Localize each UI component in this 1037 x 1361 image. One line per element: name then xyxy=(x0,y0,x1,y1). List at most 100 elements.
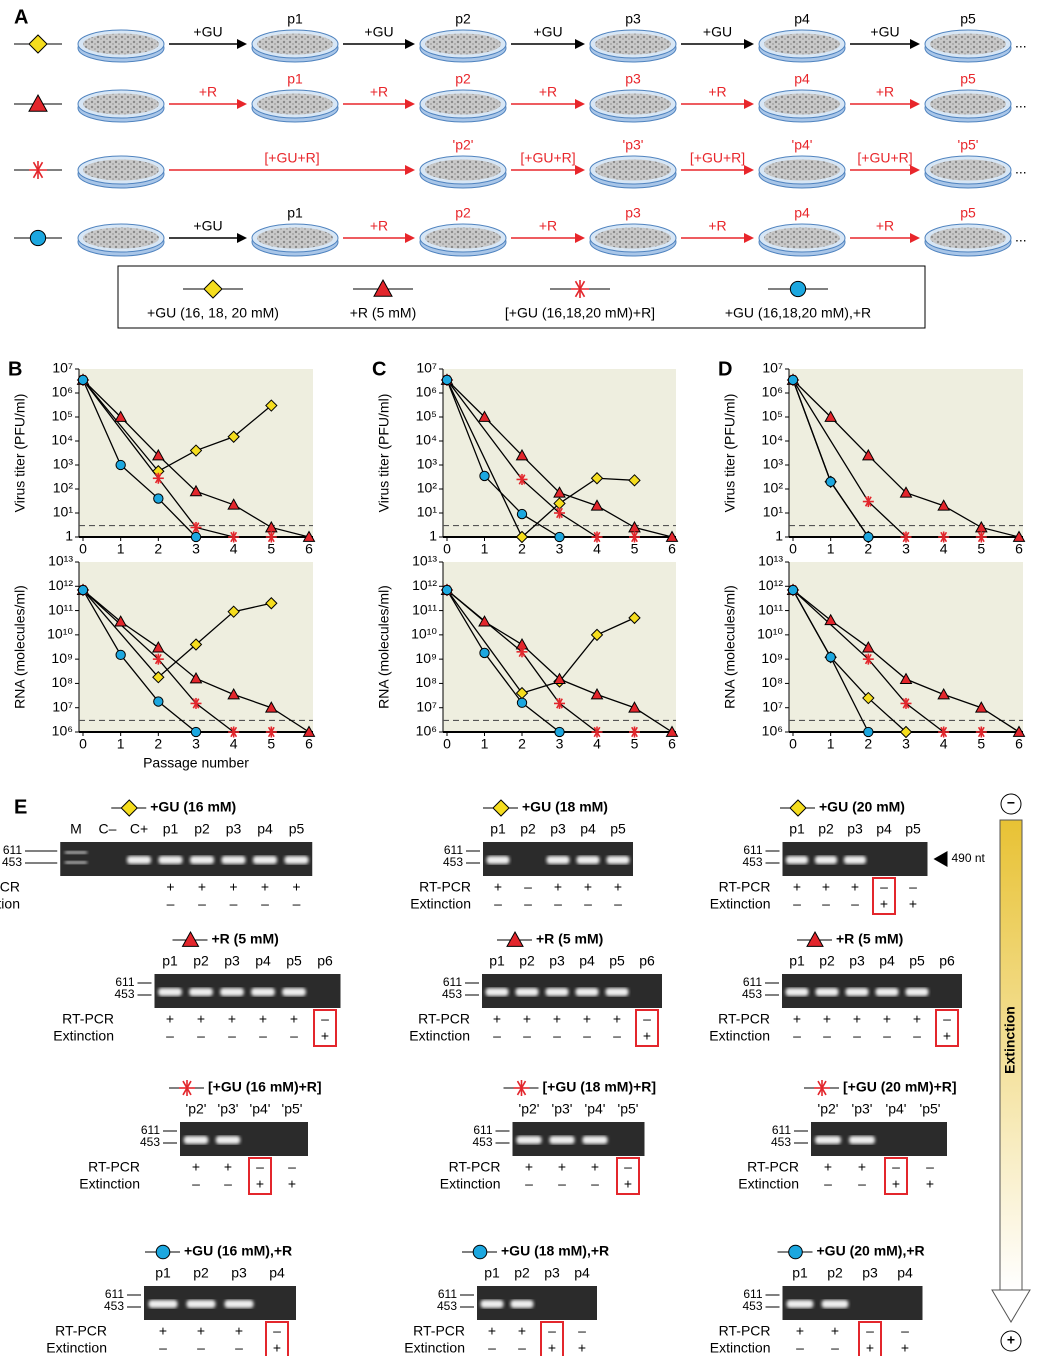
diamond-marker xyxy=(789,799,807,817)
axis-top: − xyxy=(1007,795,1015,811)
gel-band xyxy=(786,1300,814,1308)
passage-label: p2 xyxy=(455,71,471,87)
gel-title: +GU (18 mM),+R xyxy=(501,1243,609,1259)
y-tick-label: 10⁴ xyxy=(51,432,73,448)
extinction-sign: – xyxy=(584,896,592,912)
extinction-sign: + xyxy=(892,1176,900,1192)
y-tick-label: 10⁸ xyxy=(52,674,74,690)
lane-label: p1 xyxy=(163,821,179,837)
y-tick-label: 10⁸ xyxy=(416,674,438,690)
circle-marker xyxy=(77,374,89,386)
arrow-label: +R xyxy=(708,84,726,100)
asterisk-marker xyxy=(554,507,565,519)
asterisk-marker xyxy=(152,472,164,484)
extinction-sign: + xyxy=(880,896,888,912)
extinction-sign: – xyxy=(796,1340,804,1356)
arrow-label: [+GU+R] xyxy=(690,150,745,166)
y-tick-label: 10¹¹ xyxy=(758,601,783,617)
passage-label: p5 xyxy=(960,11,976,27)
dish-cells xyxy=(257,93,333,115)
arrow-head xyxy=(405,165,415,175)
x-tick-label: 0 xyxy=(443,736,451,752)
circle-marker xyxy=(479,647,490,659)
lane-label: p2 xyxy=(818,821,834,837)
gel-band xyxy=(486,856,510,864)
extinction-label: Extinction xyxy=(440,1176,501,1192)
triangle-marker xyxy=(227,498,241,510)
asterisk-marker xyxy=(938,726,950,738)
arrow-label: [+GU+R] xyxy=(264,150,319,166)
extinction-sign: – xyxy=(553,1028,561,1044)
diamond-marker xyxy=(590,628,604,642)
arrow-head xyxy=(910,233,920,243)
gel-band xyxy=(845,988,869,996)
rt-pcr-sign: – xyxy=(624,1159,632,1175)
extinction-sign: – xyxy=(824,1176,832,1192)
x-tick-label: 3 xyxy=(556,736,564,752)
x-tick-label: 4 xyxy=(940,736,948,752)
extinction-sign: – xyxy=(159,1340,167,1356)
lane-label: 'p5' xyxy=(618,1101,639,1117)
gel-band xyxy=(875,988,899,996)
x-tick-label: 5 xyxy=(977,736,985,752)
y-tick-label: 10¹⁰ xyxy=(757,626,783,642)
x-tick-label: 2 xyxy=(154,736,162,752)
size-marker: 611 xyxy=(772,1123,791,1137)
passage-label: p3 xyxy=(625,205,641,221)
y-tick-label: 10⁶ xyxy=(52,384,73,400)
extinction-sign: – xyxy=(823,1028,831,1044)
gel-title: +GU (20 mM) xyxy=(819,799,905,815)
ellipsis: ... xyxy=(1015,35,1027,51)
series-line xyxy=(82,379,197,538)
legend-label: [+GU (16,18,20 mM)+R] xyxy=(505,305,655,321)
lane-label: p2 xyxy=(519,953,535,969)
extinction-sign: – xyxy=(853,1028,861,1044)
arrow-head xyxy=(575,165,585,175)
rt-pcr-sign: + xyxy=(198,879,206,895)
y-tick-label: 10⁶ xyxy=(416,384,437,400)
gel-band xyxy=(282,988,306,996)
rt-pcr-label: RT-PCR xyxy=(413,1323,465,1339)
passage-label: p5 xyxy=(960,205,976,221)
size-marker: 611 xyxy=(743,1287,762,1301)
gel-band xyxy=(843,856,867,864)
extinction-sign: + xyxy=(909,896,917,912)
extinction-label: Extinction xyxy=(409,1028,470,1044)
triangle-marker xyxy=(114,410,128,422)
y-tick-label: 10¹¹ xyxy=(48,601,73,617)
lane-label: p1 xyxy=(789,953,805,969)
size-marker: 453 xyxy=(472,1135,492,1149)
size-marker: 611 xyxy=(443,975,462,989)
legend-label: +GU (16,18,20 mM),+R xyxy=(725,305,871,321)
triangle-marker xyxy=(590,687,604,700)
arrow-head xyxy=(744,165,754,175)
axis-bottom: + xyxy=(1007,1332,1015,1348)
size-marker: 453 xyxy=(742,1299,762,1313)
rt-pcr-label: RT-PCR xyxy=(62,1011,114,1027)
asterisk-marker xyxy=(516,646,528,658)
diamond-marker xyxy=(862,691,875,705)
gel-title: [+GU (20 mM)+R] xyxy=(843,1079,957,1095)
lane-label: p1 xyxy=(155,1265,171,1281)
asterisk-marker xyxy=(975,531,987,543)
rt-pcr-sign: + xyxy=(494,879,502,895)
triangle-marker xyxy=(628,701,641,713)
x-tick-label: 4 xyxy=(230,541,238,557)
panel-label: A xyxy=(14,6,28,28)
diamond-marker xyxy=(515,530,529,544)
ladder-band xyxy=(64,861,88,864)
extinction-sign: – xyxy=(166,1028,174,1044)
rt-pcr-sign: – xyxy=(524,879,532,895)
lane-label: p3 xyxy=(549,953,565,969)
x-tick-label: 4 xyxy=(593,736,601,752)
lane-label: p2 xyxy=(193,1265,209,1281)
triangle-marker xyxy=(665,530,679,542)
triangle-marker xyxy=(373,278,393,297)
extinction-arrow xyxy=(991,1289,1031,1323)
rt-pcr-label: RT-PCR xyxy=(719,1323,771,1339)
passage-label: p1 xyxy=(287,71,303,87)
asterisk-marker xyxy=(591,531,603,543)
gel-band xyxy=(576,856,600,864)
